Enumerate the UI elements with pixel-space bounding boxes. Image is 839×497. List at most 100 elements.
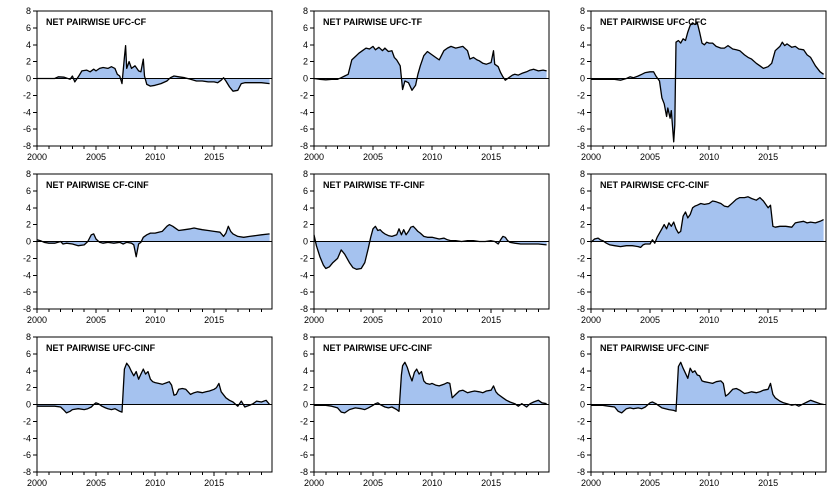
chart-cell: 8 6 4 2 0 -2 -4 -6 -8 2000 2005 2010 2015 NET PAIRWIS… bbox=[280, 331, 557, 494]
chart-cell: 8 6 4 2 0 -2 -4 -6 -8 2000 2005 2010 2015 NET PAIRWIS… bbox=[557, 5, 834, 168]
x-tick-label: 2005 bbox=[363, 478, 383, 488]
y-tick-label: -8 bbox=[23, 304, 31, 314]
plot-border bbox=[313, 173, 550, 310]
y-tick-label: 6 bbox=[26, 186, 31, 196]
y-tick-label: 4 bbox=[303, 203, 308, 213]
y-tick-label: 4 bbox=[580, 366, 585, 376]
x-tick-label: 2015 bbox=[758, 152, 778, 162]
x-tick-label: 2010 bbox=[422, 152, 442, 162]
line-series bbox=[37, 44, 270, 92]
y-tick-label: 0 bbox=[26, 73, 31, 83]
y-tick-label: -8 bbox=[23, 467, 31, 477]
y-tick-label: 2 bbox=[26, 383, 31, 393]
y-tick-label: 0 bbox=[26, 236, 31, 246]
y-tick-label: 8 bbox=[303, 169, 308, 179]
plot-border bbox=[590, 173, 827, 310]
x-tick-label: 2015 bbox=[758, 315, 778, 325]
x-tick-label: 2010 bbox=[145, 478, 165, 488]
chart-cell: 8 6 4 2 0 -2 -4 -6 -8 2000 2005 2010 2015 NET PAIRWIS… bbox=[280, 168, 557, 331]
y-tick-label: -2 bbox=[577, 90, 585, 100]
y-tick-label: 6 bbox=[303, 186, 308, 196]
x-tick-label: 2005 bbox=[640, 478, 660, 488]
y-tick-label: -6 bbox=[577, 124, 585, 134]
y-tick-label: 6 bbox=[303, 349, 308, 359]
x-axis: 2000 2005 2010 2015 bbox=[27, 146, 262, 162]
y-tick-label: -8 bbox=[577, 467, 585, 477]
area-series bbox=[37, 363, 270, 413]
y-tick-label: -8 bbox=[300, 304, 308, 314]
y-tick-label: -6 bbox=[23, 287, 31, 297]
y-tick-label: 4 bbox=[303, 40, 308, 50]
chart-title: NET PAIRWISE UFC-TF bbox=[323, 17, 423, 27]
plot-border bbox=[36, 173, 273, 310]
chart-cell: 8 6 4 2 0 -2 -4 -6 -8 2000 2005 2010 2015 NET PAIRWIS… bbox=[3, 5, 280, 168]
x-tick-label: 2010 bbox=[699, 315, 719, 325]
plot-border bbox=[36, 10, 273, 147]
y-tick-label: -4 bbox=[23, 433, 31, 443]
x-tick-label: 2015 bbox=[204, 315, 224, 325]
y-tick-label: -8 bbox=[300, 141, 308, 151]
x-axis: 2000 2005 2010 2015 bbox=[581, 146, 816, 162]
y-tick-label: 8 bbox=[580, 332, 585, 342]
x-tick-label: 2000 bbox=[304, 315, 324, 325]
plot-border bbox=[313, 336, 550, 473]
y-tick-label: -4 bbox=[577, 270, 585, 280]
y-tick-label: 2 bbox=[26, 57, 31, 67]
y-tick-label: -8 bbox=[23, 141, 31, 151]
chart-title: NET PAIRWISE UFC-CINF bbox=[600, 343, 710, 353]
y-tick-label: 2 bbox=[303, 57, 308, 67]
y-axis: 8 6 4 2 0 -2 -4 -6 -8 bbox=[23, 332, 37, 477]
chart-title: NET PAIRWISE UFC-CF bbox=[46, 17, 147, 27]
line-series bbox=[591, 22, 824, 143]
x-tick-label: 2015 bbox=[204, 152, 224, 162]
y-axis: 8 6 4 2 0 -2 -4 -6 -8 bbox=[577, 332, 591, 477]
y-tick-label: -6 bbox=[300, 287, 308, 297]
y-tick-label: -8 bbox=[300, 467, 308, 477]
y-tick-label: -2 bbox=[23, 90, 31, 100]
y-tick-label: 0 bbox=[580, 399, 585, 409]
y-tick-label: -2 bbox=[23, 253, 31, 263]
y-tick-label: -4 bbox=[23, 270, 31, 280]
y-tick-label: 0 bbox=[303, 399, 308, 409]
y-tick-label: 2 bbox=[303, 383, 308, 393]
y-tick-label: 6 bbox=[580, 23, 585, 33]
y-tick-label: -6 bbox=[300, 124, 308, 134]
line-series bbox=[36, 223, 270, 258]
y-tick-label: 8 bbox=[26, 332, 31, 342]
plot-border bbox=[590, 336, 827, 473]
line-series bbox=[314, 361, 547, 414]
y-tick-label: 0 bbox=[303, 236, 308, 246]
y-tick-label: 2 bbox=[303, 220, 308, 230]
plot-border bbox=[36, 336, 273, 473]
x-tick-label: 2015 bbox=[758, 478, 778, 488]
y-tick-label: 8 bbox=[303, 332, 308, 342]
y-axis: 8 6 4 2 0 -2 -4 -6 -8 bbox=[300, 169, 314, 314]
x-axis: 2000 2005 2010 2015 bbox=[581, 309, 816, 325]
y-tick-label: -2 bbox=[300, 253, 308, 263]
chart-cell: 8 6 4 2 0 -2 -4 -6 -8 2000 2005 2010 2015 NET PAIRWIS… bbox=[3, 168, 280, 331]
x-tick-label: 2010 bbox=[699, 152, 719, 162]
y-tick-label: 8 bbox=[580, 6, 585, 16]
y-axis: 8 6 4 2 0 -2 -4 -6 -8 bbox=[577, 169, 591, 314]
line-series bbox=[37, 362, 271, 414]
y-tick-label: -6 bbox=[23, 124, 31, 134]
y-axis: 8 6 4 2 0 -2 -4 -6 -8 bbox=[23, 169, 37, 314]
y-tick-label: 4 bbox=[26, 203, 31, 213]
y-tick-label: 6 bbox=[580, 349, 585, 359]
y-tick-label: 8 bbox=[26, 6, 31, 16]
x-tick-label: 2000 bbox=[27, 152, 47, 162]
area-series bbox=[37, 45, 270, 92]
x-tick-label: 2000 bbox=[27, 478, 47, 488]
y-tick-label: 4 bbox=[303, 366, 308, 376]
x-tick-label: 2000 bbox=[304, 152, 324, 162]
x-tick-label: 2015 bbox=[481, 152, 501, 162]
x-tick-label: 2010 bbox=[145, 152, 165, 162]
x-tick-label: 2000 bbox=[581, 315, 601, 325]
x-tick-label: 2015 bbox=[481, 315, 501, 325]
y-tick-label: -4 bbox=[300, 107, 308, 117]
y-tick-label: 6 bbox=[26, 349, 31, 359]
